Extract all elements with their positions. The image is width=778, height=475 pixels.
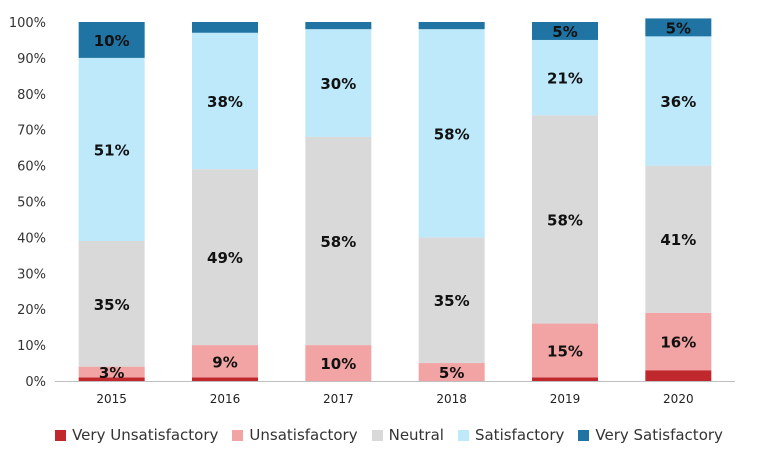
bar-segment [78,22,145,58]
legend-swatch [457,429,469,441]
bar-segment [192,22,258,33]
data-label: 10% [94,32,130,50]
legend-item: Very Unsatisfactory [55,426,218,444]
data-label: 16% [660,334,696,352]
data-label: 5% [552,23,577,41]
data-label: 38% [207,93,243,111]
x-tick-label: 2016 [210,392,241,406]
bar-segment [532,39,598,116]
data-label: 5% [439,364,464,382]
legend-swatch [578,429,590,441]
legend-swatch [371,429,383,441]
y-tick-label: 60% [17,160,46,175]
y-tick-label: 20% [17,303,46,318]
y-tick-label: 80% [17,88,46,103]
y-tick-label: 30% [17,267,46,282]
bar-segment [418,29,485,238]
bar-segment [532,323,598,378]
legend-label: Very Satisfactory [595,426,723,444]
x-tick-label: 2020 [663,392,694,406]
y-tick-label: 0% [25,375,46,390]
bar-segment [305,22,372,30]
bar-segment [192,169,258,346]
legend-item: Unsatisfactory [232,426,358,444]
data-label: 30% [320,75,356,93]
bar-segment [78,377,145,381]
bar-segment [645,370,712,381]
bar-segment [418,363,485,381]
x-tick-label: 2018 [436,392,467,406]
y-tick-label: 10% [17,339,46,354]
data-label: 41% [660,231,696,249]
bar-segment [645,18,712,37]
legend-label: Neutral [388,426,444,444]
bar-segment [645,36,712,166]
x-tick-label: 2017 [323,392,354,406]
bar-segment [418,22,485,30]
bar-segment [418,237,485,364]
data-label: 3% [99,364,124,382]
data-label: 49% [207,249,243,267]
legend-item: Very Satisfactory [578,426,723,444]
data-label: 9% [212,353,237,371]
bar-segment [192,377,258,381]
legend-swatch [232,429,244,441]
bar-segment [645,165,712,313]
data-label: 35% [94,296,130,314]
y-tick-label: 50% [17,196,46,211]
data-label: 58% [320,233,356,251]
y-tick-label: 100% [9,16,46,31]
bar-segment [192,32,258,170]
data-label: 35% [434,292,470,310]
legend-label: Unsatisfactory [249,426,358,444]
data-label: 5% [666,19,691,37]
legend-item: Satisfactory [457,426,565,444]
bar-segment [532,115,598,324]
data-label: 36% [660,93,696,111]
bar-segment [645,312,712,371]
bars [78,18,712,381]
legend: Very Unsatisfactory Unsatisfactory Neutral… [0,426,778,444]
data-label: 51% [94,141,130,159]
bar-segment [532,22,598,40]
y-tick-label: 70% [17,124,46,139]
stacked-bar-chart: 0% 10% 20% 30% 40% 50% 60% 70% 80% 90% 100% 3% 35% 5… [9,16,735,406]
bar-segment [78,57,145,241]
x-axis: 2015 2016 2017 2018 2019 2020 [55,381,735,406]
data-label: 21% [547,70,583,88]
bar-segment [192,345,258,378]
legend-swatch [55,429,67,441]
data-label: 58% [547,211,583,229]
bar-segment [78,366,145,378]
data-labels: 3% 35% 51% 10% 9% 49% 38% 10% 58% 30% 5% 35% 58% 15% 5… [94,19,697,382]
x-tick-label: 2015 [96,392,127,406]
y-tick-label: 40% [17,231,46,246]
x-tick-label: 2019 [550,392,581,406]
legend-label: Satisfactory [474,426,565,444]
bar-segment [305,29,372,137]
bar-segment [532,377,598,381]
bar-segment [305,136,372,346]
y-tick-label: 90% [17,52,46,67]
data-label: 58% [434,125,470,143]
y-axis: 0% 10% 20% 30% 40% 50% 60% 70% 80% 90% 100% [9,16,46,390]
legend-item: Neutral [371,426,444,444]
bar-segment [305,345,372,381]
data-label: 10% [320,355,356,373]
bar-segment [78,240,145,367]
legend-label: Very Unsatisfactory [72,426,219,444]
data-label: 15% [547,342,583,360]
